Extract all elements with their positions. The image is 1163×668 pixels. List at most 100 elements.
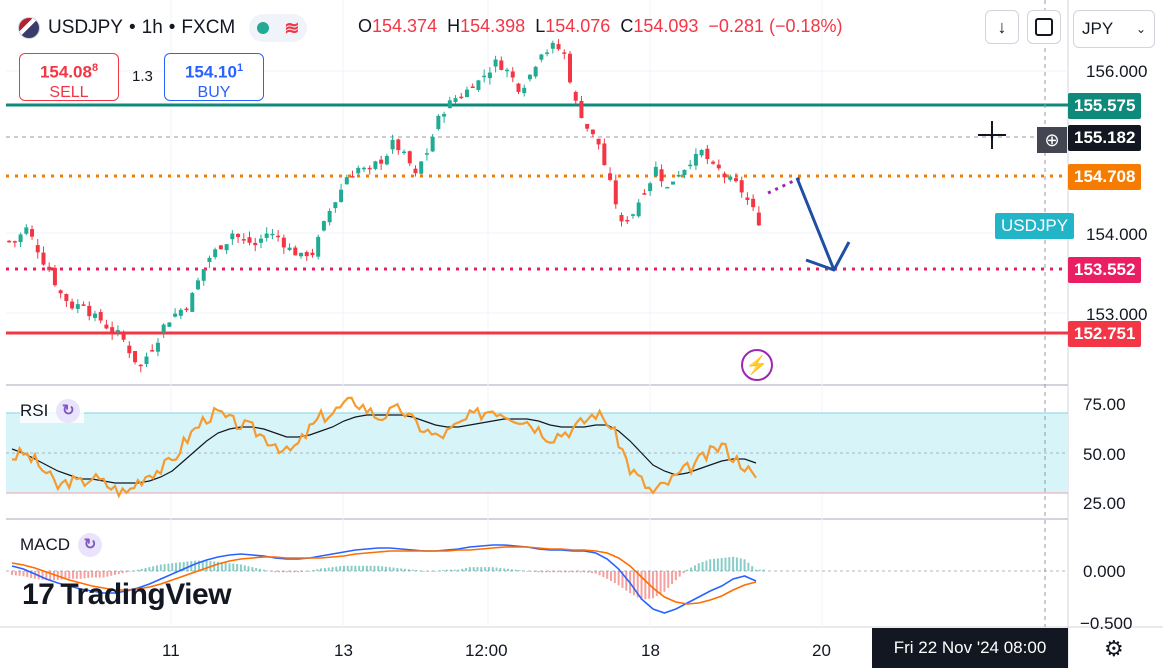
candle-body <box>47 266 52 271</box>
macd-histogram-bar <box>232 563 235 571</box>
candle-body <box>447 100 452 109</box>
refresh-icon[interactable]: ↻ <box>56 399 81 423</box>
macd-histogram-bar <box>197 560 200 571</box>
macd-histogram-bar <box>304 571 307 572</box>
macd-histogram-bar <box>453 569 456 571</box>
fullscreen-button[interactable] <box>1027 10 1061 44</box>
candle-body <box>327 210 332 223</box>
settings-gear-icon[interactable]: ⚙ <box>1104 636 1124 661</box>
candle-body <box>487 72 492 79</box>
candle-body <box>350 176 355 178</box>
macd-histogram-bar <box>617 571 620 586</box>
macd-signal-line <box>11 546 757 605</box>
macd-histogram-bar <box>60 571 63 580</box>
macd-histogram-bar <box>472 567 475 571</box>
macd-histogram-bar <box>678 571 681 577</box>
candle-body <box>527 74 532 80</box>
candle-body <box>321 221 326 231</box>
candle-body <box>722 173 727 178</box>
candle-body <box>150 350 155 352</box>
macd-histogram-bar <box>373 565 376 571</box>
macd-histogram-bar <box>33 571 36 579</box>
macd-histogram-bar <box>171 563 174 571</box>
symbol-name[interactable]: USDJPY <box>48 17 123 38</box>
currency-select[interactable]: JPY ⌄ <box>1073 10 1155 48</box>
candle-body <box>533 66 538 77</box>
macd-histogram-bar <box>461 568 464 571</box>
candle-body <box>138 364 143 367</box>
macd-histogram-bar <box>632 571 635 596</box>
macd-histogram-bar <box>136 569 139 571</box>
candle-body <box>390 139 395 150</box>
candle-body <box>407 151 412 164</box>
macd-histogram-bar <box>575 571 578 573</box>
buy-button[interactable]: 154.101 BUY <box>164 53 264 101</box>
candle-body <box>676 174 681 177</box>
ohlc-readout: O154.374 H154.398 L154.076 C154.093 −0.2… <box>358 16 843 36</box>
macd-histogram-bar <box>587 571 590 573</box>
candle-body <box>121 332 126 340</box>
macd-histogram-bar <box>594 571 597 574</box>
macd-histogram-bar <box>316 569 319 571</box>
macd-histogram-bar <box>106 571 109 577</box>
candle-body <box>236 233 241 238</box>
symbol-header[interactable]: USDJPY • 1h • FXCM ≋ <box>18 14 308 42</box>
macd-histogram-bar <box>751 566 754 571</box>
macd-histogram-bar <box>514 569 517 571</box>
lightning-icon[interactable]: ⚡ <box>741 349 773 381</box>
macd-histogram-bar <box>247 566 250 571</box>
market-status-pill[interactable]: ≋ <box>249 14 308 42</box>
candle-body <box>110 327 115 334</box>
macd-histogram-bar <box>278 571 281 573</box>
macd-histogram-bar <box>186 561 189 571</box>
sell-button[interactable]: 154.088 SELL <box>19 53 119 101</box>
interval[interactable]: 1h <box>141 17 163 38</box>
candle-body <box>333 202 338 209</box>
macd-label[interactable]: MACD ↻ <box>20 533 103 557</box>
tv-mark-icon: 17 <box>22 578 55 611</box>
macd-histogram-bar <box>262 569 265 571</box>
candle-body <box>344 177 349 185</box>
macd-histogram-bar <box>747 562 750 571</box>
macd-histogram-bar <box>507 568 509 571</box>
macd-histogram-bar <box>434 571 437 572</box>
candle-body <box>115 330 120 333</box>
macd-histogram-bar <box>548 571 551 573</box>
macd-histogram-bar <box>480 567 483 571</box>
macd-histogram-bar <box>667 571 670 588</box>
candle-body <box>510 71 515 78</box>
macd-histogram-bar <box>163 564 166 571</box>
macd-histogram-bar <box>644 571 647 600</box>
candle-body <box>590 129 595 135</box>
macd-histogram-bar <box>362 565 365 571</box>
macd-histogram-bar <box>625 571 628 591</box>
macd-histogram-bar <box>148 567 151 571</box>
macd-histogram-bar <box>251 567 254 571</box>
macd-histogram-bar <box>526 571 529 572</box>
candle-body <box>304 252 309 257</box>
macd-histogram-bar <box>205 560 208 571</box>
macd-histogram-bar <box>140 568 143 571</box>
candle-body <box>596 138 601 145</box>
macd-histogram-bar <box>255 567 258 571</box>
candle-body <box>70 301 75 309</box>
rsi-tick-50: 50.00 <box>1083 445 1126 464</box>
macd-histogram-bar <box>331 567 334 571</box>
macd-histogram-bar <box>407 569 410 571</box>
macd-histogram-bar <box>194 560 197 571</box>
candle-body <box>550 42 555 49</box>
macd-histogram-bar <box>495 567 498 571</box>
rsi-label[interactable]: RSI ↻ <box>20 399 85 423</box>
macd-histogram-bar <box>568 571 571 573</box>
candle-body <box>144 356 149 365</box>
add-alert-plus-icon[interactable]: ⊕ <box>1037 127 1067 153</box>
scroll-down-button[interactable]: ↓ <box>985 10 1019 44</box>
refresh-icon[interactable]: ↻ <box>78 533 103 557</box>
candle-body <box>699 150 704 156</box>
candle-body <box>711 161 716 164</box>
candle-body <box>522 87 527 94</box>
macd-histogram-bar <box>117 571 120 575</box>
buy-price-sup: 1 <box>236 62 244 74</box>
macd-histogram-bar <box>75 571 78 579</box>
